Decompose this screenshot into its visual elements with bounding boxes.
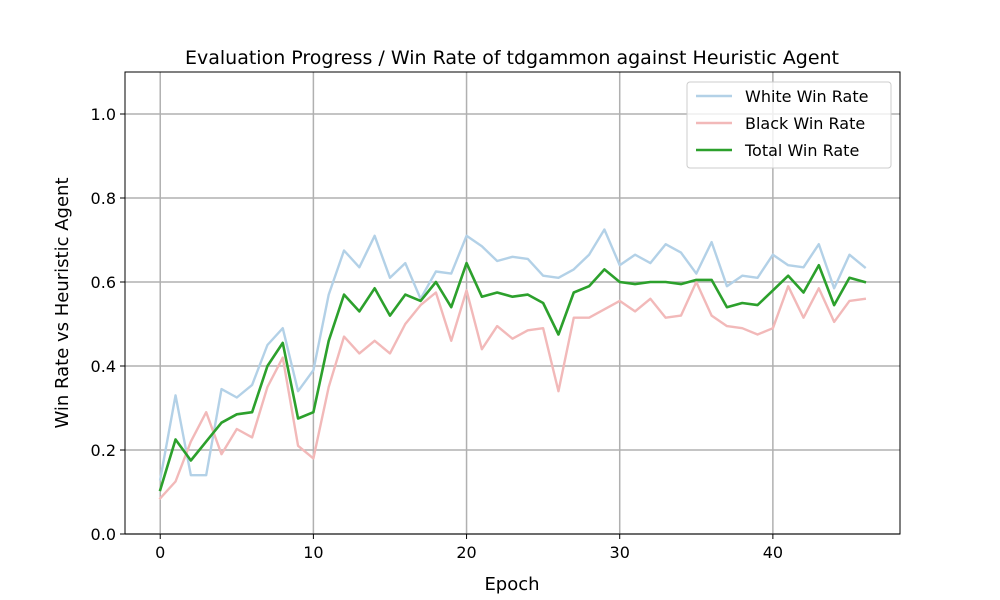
legend-entry-label: White Win Rate: [745, 87, 868, 106]
legend-box: [686, 81, 892, 169]
legend: White Win Rate Black Win Rate Total Win Ra…: [686, 81, 892, 169]
axis-ticks: 0 10 20 30 40 0.0 0.2 0.4 0.6 0.8 1.0: [91, 105, 784, 562]
y-tick-label: 1.0: [91, 105, 116, 124]
x-tick-label: 30: [610, 543, 630, 562]
x-tick-label: 20: [456, 543, 476, 562]
y-tick-label: 0.8: [91, 189, 116, 208]
chart-title: Evaluation Progress / Win Rate of tdgamm…: [185, 47, 839, 69]
y-tick-label: 0.4: [91, 357, 116, 376]
y-tick-label: 0.2: [91, 441, 116, 460]
series-line-black-win-rate: [158, 280, 867, 500]
series-line-white-win-rate: [158, 228, 867, 481]
y-tick-label: 0.6: [91, 273, 116, 292]
x-tick-label: 0: [155, 543, 165, 562]
y-tick-label: 0.0: [91, 525, 116, 544]
legend-entry-label: Total Win Rate: [744, 141, 859, 160]
plot-frame: [124, 71, 901, 535]
plot-series: [158, 228, 867, 500]
series-line-total-win-rate: [158, 261, 867, 492]
legend-entry-label: Black Win Rate: [745, 114, 865, 133]
y-axis-label: Win Rate vs Heuristic Agent: [52, 177, 73, 428]
x-tick-label: 40: [763, 543, 783, 562]
x-tick-label: 10: [303, 543, 323, 562]
x-axis-label: Epoch: [484, 574, 539, 595]
